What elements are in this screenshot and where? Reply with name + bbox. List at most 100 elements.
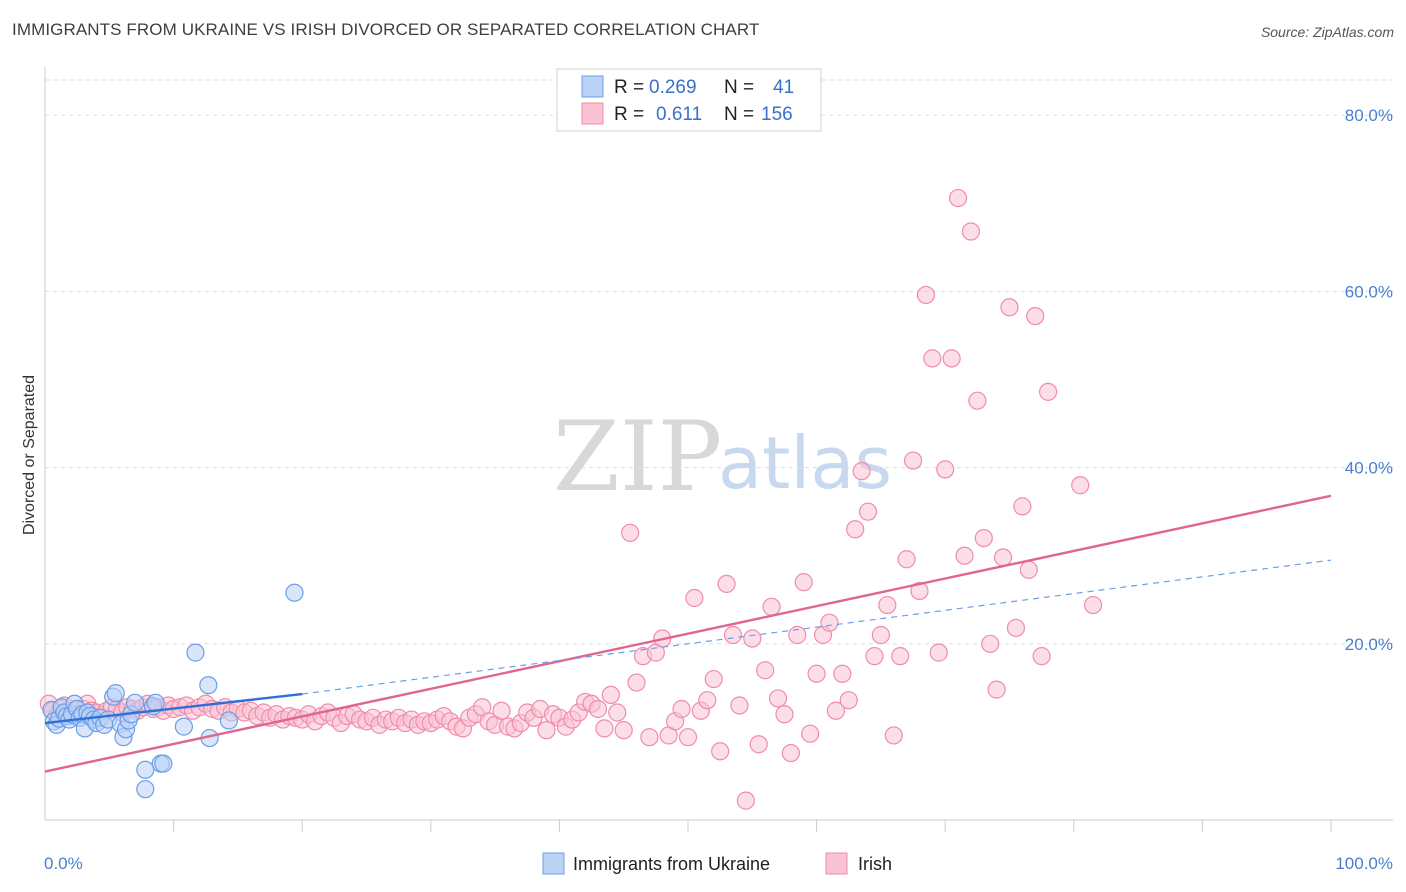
watermark-atlas: atlas bbox=[718, 421, 892, 505]
data-point bbox=[125, 693, 145, 712]
data-point bbox=[865, 647, 884, 666]
data-point bbox=[219, 711, 238, 730]
data-point bbox=[749, 735, 768, 754]
data-point bbox=[974, 528, 993, 548]
data-point bbox=[588, 699, 608, 719]
legend-irish-label: Irish bbox=[858, 854, 892, 874]
data-point bbox=[736, 791, 755, 810]
data-point bbox=[199, 676, 218, 695]
data-point bbox=[781, 743, 800, 763]
y-tick-labels: 20.0% 40.0% 60.0% 80.0% bbox=[1345, 106, 1393, 654]
data-point bbox=[1071, 476, 1090, 495]
y-tick-label: 80.0% bbox=[1345, 106, 1393, 125]
axes bbox=[44, 67, 1393, 832]
data-point bbox=[846, 520, 865, 539]
data-point bbox=[801, 724, 820, 743]
irish-r-label: R = bbox=[614, 104, 644, 125]
data-point bbox=[794, 573, 813, 592]
data-point bbox=[704, 669, 723, 689]
watermark-zip: ZIP bbox=[553, 401, 722, 513]
legend-ukraine-label: Immigrants from Ukraine bbox=[573, 854, 770, 874]
irish-swatch bbox=[581, 102, 604, 125]
ukraine-n-value: 41 bbox=[773, 77, 794, 98]
data-point bbox=[154, 754, 173, 773]
data-point bbox=[136, 780, 155, 799]
data-point bbox=[492, 701, 511, 720]
data-point bbox=[537, 721, 556, 740]
data-point bbox=[775, 705, 794, 724]
x-tick-labels: 0.0% 100.0% bbox=[44, 854, 1393, 873]
data-point bbox=[897, 550, 916, 569]
series-immigrants-from-ukraine bbox=[42, 583, 304, 799]
data-point bbox=[743, 629, 762, 648]
irish-n-value: 156 bbox=[761, 104, 793, 125]
ukraine-trend-extension bbox=[302, 559, 1332, 695]
data-point bbox=[891, 647, 910, 666]
data-point bbox=[826, 701, 845, 720]
y-axis-label: Divorced or Separated bbox=[21, 375, 38, 535]
data-point bbox=[961, 222, 981, 241]
data-point bbox=[711, 742, 730, 761]
stats-legend: R = 0.269 N = 41 R = 0.611 N = 156 bbox=[556, 68, 822, 132]
data-point bbox=[839, 691, 858, 710]
data-point bbox=[756, 661, 775, 680]
data-point bbox=[627, 673, 646, 692]
data-point bbox=[820, 613, 839, 632]
bottom-legend: Immigrants from Ukraine Irish bbox=[542, 852, 892, 875]
legend-ukraine-swatch bbox=[542, 852, 565, 875]
data-point bbox=[640, 728, 659, 747]
data-point bbox=[1000, 298, 1019, 317]
y-tick-label: 60.0% bbox=[1345, 282, 1393, 301]
data-point bbox=[601, 685, 620, 705]
data-point bbox=[910, 581, 929, 601]
data-point bbox=[698, 691, 717, 710]
data-point bbox=[614, 721, 633, 740]
data-point bbox=[993, 548, 1013, 567]
data-point bbox=[1006, 618, 1026, 638]
data-point bbox=[942, 349, 961, 368]
irish-r-value: 0.611 bbox=[656, 104, 702, 125]
data-point bbox=[916, 285, 936, 305]
data-point bbox=[948, 188, 968, 208]
x-tick-label: 0.0% bbox=[44, 854, 83, 873]
data-point bbox=[717, 574, 736, 594]
data-point bbox=[174, 717, 193, 736]
data-point bbox=[1013, 497, 1032, 516]
data-point bbox=[186, 643, 205, 662]
data-point bbox=[858, 502, 878, 521]
legend-irish-swatch bbox=[825, 852, 848, 875]
data-point bbox=[723, 625, 743, 645]
chart-title: IMMIGRANTS FROM UKRAINE VS IRISH DIVORCE… bbox=[12, 20, 760, 39]
ukraine-r-label: R = bbox=[614, 77, 644, 98]
ukraine-swatch bbox=[581, 75, 604, 98]
data-point bbox=[136, 760, 155, 779]
irish-trend-line bbox=[44, 494, 1332, 773]
data-point bbox=[1083, 595, 1103, 615]
data-point bbox=[923, 349, 942, 368]
trend-lines bbox=[44, 494, 1332, 773]
data-point bbox=[762, 597, 781, 616]
data-point bbox=[685, 588, 704, 608]
data-point bbox=[768, 689, 788, 708]
data-point bbox=[106, 684, 125, 703]
data-point bbox=[730, 696, 749, 715]
gridlines bbox=[45, 79, 1393, 645]
data-point bbox=[852, 462, 871, 481]
ukraine-n-label: N = bbox=[724, 77, 754, 98]
data-point bbox=[788, 625, 807, 645]
data-point bbox=[1026, 306, 1045, 326]
data-point bbox=[936, 460, 955, 479]
data-point bbox=[955, 546, 974, 565]
data-point bbox=[968, 391, 987, 410]
data-point bbox=[285, 583, 304, 602]
data-point bbox=[903, 451, 923, 470]
y-tick-label: 20.0% bbox=[1345, 635, 1393, 654]
data-point bbox=[672, 699, 691, 719]
data-point bbox=[981, 634, 1000, 653]
irish-n-label: N = bbox=[724, 104, 754, 125]
chart-source: Source: ZipAtlas.com bbox=[1260, 24, 1394, 40]
data-point bbox=[621, 523, 640, 542]
ukraine-r-value: 0.269 bbox=[649, 77, 697, 98]
data-point bbox=[987, 680, 1006, 699]
